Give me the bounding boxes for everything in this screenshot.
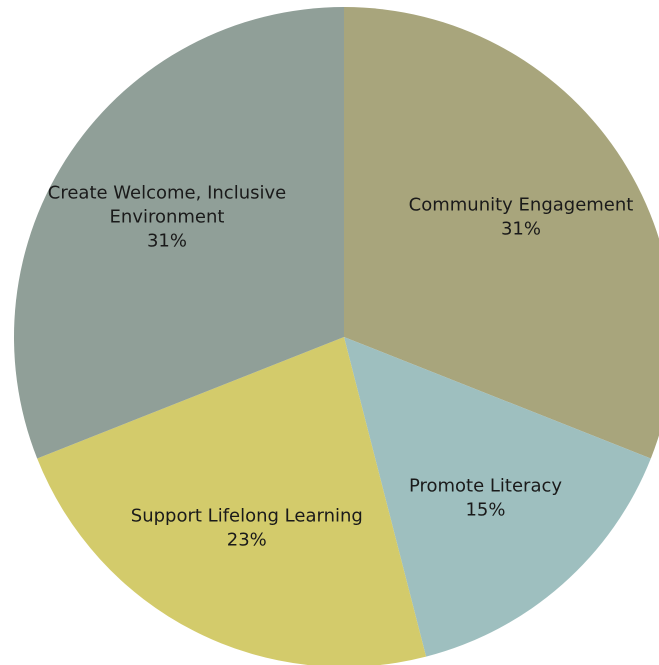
slice-promote-literacy <box>344 337 651 657</box>
slice-percent-label: 31% <box>147 231 187 252</box>
slice-category-label: Community Engagement <box>409 195 634 216</box>
slice-category-label: Promote Literacy <box>409 476 562 497</box>
slice-category-label: Support Lifelong Learning <box>131 506 363 527</box>
slice-label-create-welcome-inclusive-environment: Create Welcome, Inclusive Environment 31% <box>48 183 286 252</box>
slice-community-engagement <box>344 7 659 459</box>
slice-percent-label: 23% <box>227 530 267 551</box>
slice-label-support-lifelong-learning: Support Lifelong Learning 23% <box>131 506 363 551</box>
slice-category-label: Environment <box>110 207 225 228</box>
slice-create-welcome-inclusive-environment <box>13 7 345 459</box>
pie-labels: Community Engagement 31% Promote Literacy 1… <box>48 183 634 551</box>
slice-percent-label: 15% <box>465 500 505 521</box>
slice-support-lifelong-learning <box>37 337 427 665</box>
slice-category-label: Create Welcome, Inclusive <box>48 183 286 204</box>
slice-label-community-engagement: Community Engagement 31% <box>409 195 634 240</box>
slice-percent-label: 31% <box>501 219 541 240</box>
slice-label-promote-literacy: Promote Literacy 15% <box>409 476 562 521</box>
pie-slices <box>13 7 659 665</box>
